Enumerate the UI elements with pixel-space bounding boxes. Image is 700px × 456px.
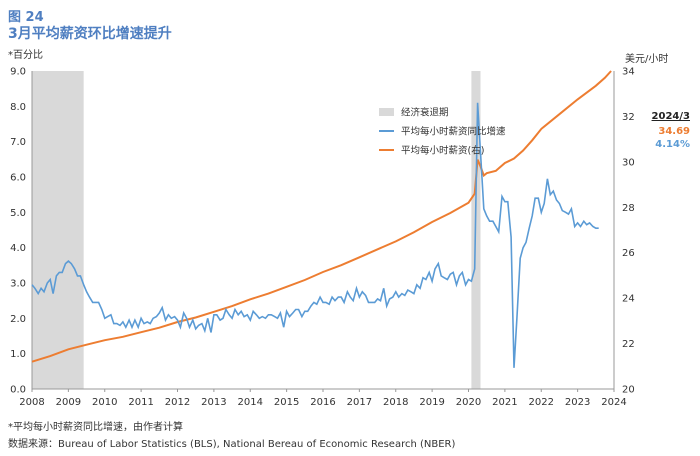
- left-y-tick-label: 9.0: [10, 67, 26, 78]
- x-tick-label: 2022: [529, 397, 554, 408]
- latest-date: 2024/3: [651, 111, 690, 122]
- figure-number: 图 24: [8, 10, 44, 25]
- x-tick-label: 2020: [456, 397, 481, 408]
- left-y-tick-label: 6.0: [10, 173, 26, 184]
- x-tick-label: 2024: [601, 397, 626, 408]
- right-y-tick-label: 30: [622, 157, 635, 168]
- left-axis-unit: *百分比: [8, 50, 43, 61]
- x-tick-label: 2015: [274, 397, 299, 408]
- x-tick-label: 2012: [165, 397, 190, 408]
- right-y-tick-label: 28: [622, 203, 635, 214]
- footnote: *平均每小时薪资同比增速，由作者计算: [8, 422, 183, 433]
- right-y-tick-label: 20: [622, 385, 635, 396]
- right-y-tick-label: 24: [622, 294, 635, 305]
- chart-axes: 0.01.02.03.04.05.06.07.08.09.02022242628…: [10, 67, 635, 409]
- legend-label-wage: 平均每小时薪资(右): [401, 145, 484, 157]
- x-tick-label: 2009: [56, 397, 81, 408]
- left-y-tick-label: 1.0: [10, 349, 26, 360]
- x-tick-label: 2017: [347, 397, 372, 408]
- left-y-tick-label: 5.0: [10, 208, 26, 219]
- right-y-tick-label: 32: [622, 112, 635, 123]
- right-axis-unit: 美元/小时: [625, 54, 669, 65]
- x-tick-label: 2008: [19, 397, 44, 408]
- right-y-tick-label: 34: [622, 67, 635, 78]
- x-tick-label: 2013: [201, 397, 226, 408]
- recession-band: [32, 71, 84, 389]
- x-tick-label: 2018: [383, 397, 408, 408]
- right-y-tick-label: 26: [622, 248, 635, 259]
- x-tick-label: 2021: [492, 397, 517, 408]
- legend-label-recession: 经济衰退期: [401, 107, 449, 119]
- latest-growth-value: 4.14%: [655, 139, 690, 150]
- legend-label-growth: 平均每小时薪资同比增速: [401, 126, 506, 138]
- x-tick-label: 2016: [310, 397, 335, 408]
- data-source: 数据来源：Bureau of Labor Statistics (BLS), N…: [8, 439, 456, 450]
- legend-swatch-recession: [379, 108, 394, 116]
- left-y-tick-label: 0.0: [10, 385, 26, 396]
- latest-values: 2024/3 34.69 4.14%: [628, 111, 690, 150]
- wage-series-line: [31, 70, 612, 363]
- right-y-tick-label: 22: [622, 339, 635, 350]
- x-tick-label: 2023: [565, 397, 590, 408]
- chart-series: [31, 70, 612, 368]
- left-y-tick-label: 2.0: [10, 314, 26, 325]
- left-y-tick-label: 7.0: [10, 137, 26, 148]
- x-tick-label: 2010: [92, 397, 117, 408]
- latest-wage-value: 34.69: [658, 126, 690, 137]
- x-tick-label: 2019: [419, 397, 444, 408]
- chart-title: 3月平均薪资环比增速提升: [8, 26, 172, 42]
- growth-series-line: [31, 102, 599, 368]
- x-tick-label: 2014: [238, 397, 263, 408]
- x-tick-label: 2011: [128, 397, 153, 408]
- left-y-tick-label: 4.0: [10, 243, 26, 254]
- left-y-tick-label: 3.0: [10, 279, 26, 290]
- left-y-tick-label: 8.0: [10, 102, 26, 113]
